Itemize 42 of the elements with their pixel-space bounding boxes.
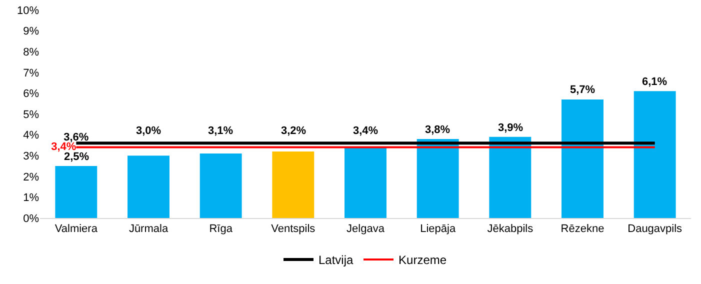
- bar: [344, 147, 386, 218]
- y-tick-label: 3%: [23, 150, 40, 162]
- y-tick-label: 1%: [23, 192, 40, 204]
- legend-label: Kurzeme: [398, 253, 447, 268]
- bar: [489, 136, 532, 218]
- x-tick-label: Rīga: [209, 223, 234, 236]
- x-tick-label: Jelgava: [346, 223, 386, 236]
- bar: [634, 91, 676, 218]
- bar: [272, 151, 314, 218]
- data-label: 3,2%: [281, 125, 306, 137]
- data-label: 3,1%: [208, 125, 234, 137]
- data-label: 3,6%: [64, 131, 89, 144]
- y-tick-label: 9%: [23, 26, 40, 38]
- y-tick-label: 8%: [23, 46, 40, 58]
- data-label: 2,5%: [64, 151, 90, 163]
- bar: [128, 156, 170, 218]
- bar: [562, 99, 604, 218]
- y-tick-label: 10%: [16, 4, 40, 17]
- x-tick-label: Jūrmala: [128, 223, 169, 236]
- y-tick-label: 6%: [23, 88, 40, 100]
- y-tick-label: 0%: [23, 212, 40, 225]
- x-tick-label: Ventspils: [271, 223, 316, 236]
- data-label: 5,7%: [570, 84, 596, 96]
- x-tick-label: Valmiera: [54, 223, 98, 236]
- bar: [200, 154, 242, 218]
- x-tick-label: Liepāja: [420, 223, 456, 236]
- data-label: 3,0%: [136, 125, 162, 137]
- x-tick-label: Rēzekne: [560, 223, 604, 236]
- y-tick-label: 4%: [23, 130, 40, 142]
- data-label: 3,9%: [498, 122, 524, 134]
- x-tick-label: Jēkabpils: [487, 223, 534, 236]
- data-label: 3,4%: [353, 125, 378, 137]
- legend-label: Latvija: [318, 253, 354, 268]
- y-tick-label: 7%: [23, 67, 40, 80]
- data-label: 6,1%: [642, 76, 668, 88]
- bar: [55, 166, 98, 218]
- y-tick-label: 2%: [23, 171, 40, 184]
- data-label: 3,8%: [425, 124, 450, 136]
- bar: [416, 138, 459, 218]
- x-tick-label: Daugavpils: [628, 223, 683, 236]
- y-tick-label: 5%: [23, 108, 40, 121]
- data-label: 3,4%: [51, 141, 76, 154]
